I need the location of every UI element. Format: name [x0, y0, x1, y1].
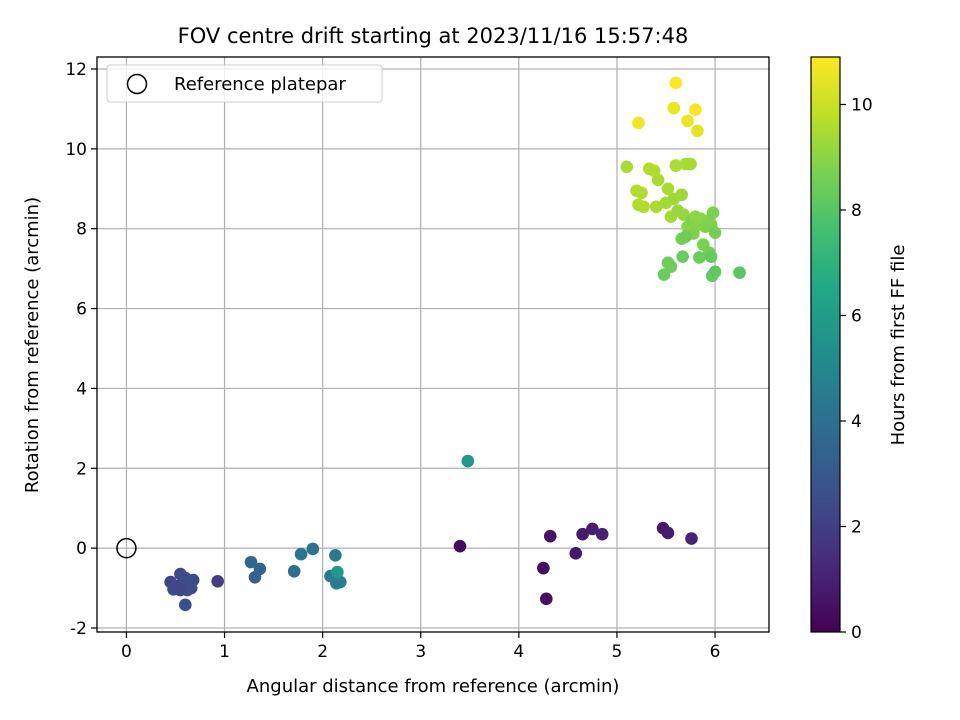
data-point [595, 527, 609, 541]
x-tick-label: 3 [415, 642, 426, 662]
data-point [620, 160, 634, 174]
data-point [669, 76, 683, 90]
data-point [708, 265, 722, 279]
colorbar-tick-label: 4 [851, 412, 862, 432]
data-point [576, 527, 589, 541]
data-point [211, 574, 224, 588]
data-point [708, 226, 722, 239]
y-tick-label: 2 [76, 459, 87, 479]
chart-title: FOV centre drift starting at 2023/11/16 … [178, 24, 689, 48]
data-point [667, 101, 681, 115]
colorbar-gradient [810, 56, 841, 633]
data-point [253, 562, 267, 576]
data-point [651, 173, 665, 187]
legend-reference-marker [126, 73, 148, 95]
x-tick-label: 1 [219, 642, 230, 662]
y-tick-label: 12 [65, 60, 87, 80]
x-tick-label: 2 [317, 642, 328, 662]
data-point [664, 260, 678, 273]
x-tick-label: 5 [612, 642, 623, 662]
y-tick-label: 6 [76, 300, 87, 320]
data-point [453, 539, 467, 553]
data-point [540, 592, 553, 606]
data-point [569, 547, 583, 560]
data-point [329, 549, 342, 562]
data-point [306, 542, 320, 556]
y-axis-ticks: -2 0 2 4 6 8 10 12 [65, 60, 97, 639]
data-point [691, 124, 704, 138]
y-tick-label: 10 [65, 140, 87, 160]
x-tick-label: 6 [710, 642, 721, 662]
data-point [689, 103, 702, 117]
y-tick-label: 4 [76, 379, 87, 399]
colorbar-tick-label: 6 [851, 306, 862, 326]
reference-platepar-marker [116, 537, 137, 559]
data-points [164, 76, 746, 612]
data-point [733, 266, 746, 279]
y-axis-label: Rotation from reference (arcmin) [22, 197, 43, 493]
data-point [331, 565, 344, 579]
plot-frame [96, 56, 770, 633]
data-point [178, 598, 192, 612]
data-point [333, 575, 347, 589]
data-point [586, 522, 599, 536]
colorbar-ticks: 0 2 4 6 8 10 [840, 95, 873, 643]
x-axis-label: Angular distance from reference (arcmin) [247, 676, 620, 697]
grid-lines [97, 57, 769, 632]
data-point [681, 114, 694, 128]
data-point [704, 250, 718, 263]
legend-label: Reference platepar [174, 74, 346, 95]
colorbar-label: Hours from first FF file [888, 245, 909, 446]
data-point [669, 159, 683, 172]
colorbar-tick-label: 10 [851, 95, 873, 115]
data-point [649, 200, 663, 214]
colorbar: 0 2 4 6 8 10 Hours from first FF file [810, 56, 909, 643]
data-point [287, 565, 301, 578]
data-point [685, 532, 698, 545]
data-point [461, 454, 475, 468]
data-point [635, 186, 648, 200]
y-tick-label: 0 [76, 539, 87, 559]
data-point [661, 526, 675, 540]
y-tick-label: -2 [70, 619, 87, 639]
x-tick-label: 4 [513, 642, 524, 662]
data-point [632, 116, 645, 130]
data-point [543, 529, 557, 543]
data-point [676, 250, 689, 263]
y-tick-label: 8 [76, 220, 87, 240]
x-tick-label: 0 [121, 642, 132, 662]
data-point [637, 200, 650, 214]
colorbar-tick-label: 8 [851, 201, 862, 221]
data-point [661, 182, 675, 196]
data-point [693, 251, 706, 264]
colorbar-tick-label: 2 [851, 517, 862, 537]
data-point [679, 230, 692, 243]
data-point [174, 583, 187, 597]
data-point [184, 581, 198, 595]
data-point [244, 555, 258, 569]
colorbar-tick-label: 0 [851, 623, 862, 643]
data-point [294, 547, 308, 561]
data-point [684, 157, 697, 171]
legend: Reference platepar [106, 64, 383, 103]
data-point [537, 561, 550, 575]
data-point [706, 206, 720, 220]
data-point [675, 188, 688, 202]
legend-box [106, 64, 383, 103]
x-axis-ticks: 0 1 2 3 4 5 6 [121, 632, 720, 662]
